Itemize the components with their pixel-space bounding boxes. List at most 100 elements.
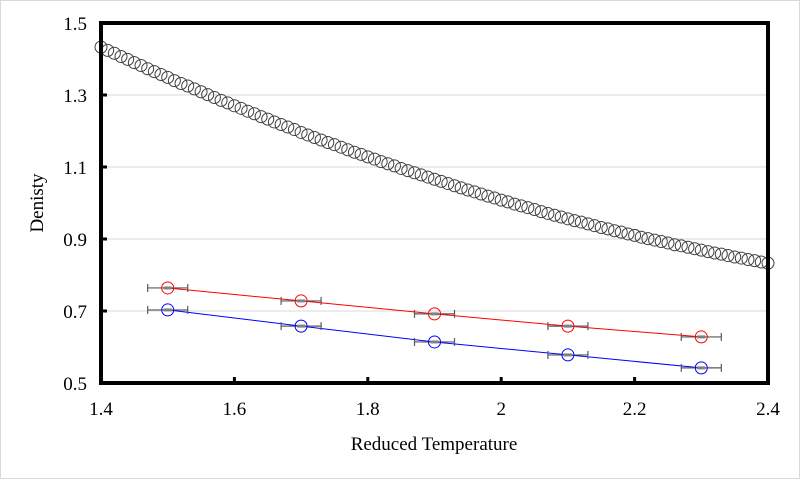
data-point (141, 62, 155, 76)
data-point (341, 143, 355, 157)
data-point (281, 120, 295, 134)
data-point (201, 88, 215, 102)
data-point (428, 172, 441, 186)
data-point (668, 238, 682, 252)
error-bar-center (563, 324, 572, 328)
data-point (734, 251, 748, 265)
blue-series (147, 303, 722, 375)
data-point (414, 168, 428, 182)
error-bar-center (297, 299, 306, 303)
data-point (621, 227, 635, 241)
data-point (608, 224, 622, 238)
data-point (294, 125, 308, 139)
data-point (521, 201, 535, 215)
data-point (728, 250, 742, 264)
data-point (434, 174, 448, 188)
data-point (207, 91, 221, 105)
data-point (741, 253, 755, 267)
error-bar-center (430, 340, 439, 344)
data-point (468, 185, 482, 199)
error-bar-center (563, 353, 572, 357)
data-point (254, 110, 268, 124)
data-point (674, 239, 688, 253)
data-point (194, 85, 208, 99)
data-point (161, 281, 175, 295)
data-point (214, 93, 228, 107)
data-point (681, 240, 695, 254)
y-tick-label: 0.7 (63, 302, 87, 323)
data-point (174, 76, 188, 90)
data-point (241, 104, 255, 118)
data-point (387, 159, 401, 173)
data-point (561, 212, 575, 226)
data-point (648, 233, 662, 247)
x-axis-label: Reduced Temperature (351, 434, 518, 455)
data-point (501, 195, 515, 209)
error-bar-center (697, 335, 706, 339)
error-bar-center (163, 308, 172, 312)
data-point (294, 319, 308, 333)
data-point (561, 319, 575, 333)
data-point (101, 43, 115, 57)
y-tick-label: 0.9 (63, 230, 87, 251)
data-point (721, 249, 735, 263)
data-point (347, 145, 361, 159)
data-point (548, 208, 562, 222)
data-point (461, 183, 475, 197)
data-point (161, 303, 175, 317)
axis-ticks (99, 21, 770, 385)
data-point (234, 101, 248, 115)
x-tick-label: 2 (496, 399, 506, 420)
data-point (314, 133, 328, 147)
data-point (588, 219, 602, 233)
data-point (581, 217, 595, 231)
data-point (428, 307, 441, 321)
plot-area-border (99, 21, 770, 385)
y-tick-label: 1.1 (63, 158, 87, 179)
data-point (628, 228, 642, 242)
data-point (187, 82, 201, 96)
data-point (334, 140, 348, 154)
data-point (327, 138, 341, 152)
data-point (354, 147, 368, 161)
data-point (541, 206, 555, 220)
data-point (694, 330, 708, 344)
data-point (301, 128, 315, 142)
red-series (147, 281, 722, 344)
y-axis-label: Denisty (27, 173, 48, 233)
data-point (307, 130, 321, 144)
data-point (454, 181, 468, 195)
data-point (114, 49, 128, 63)
data-point (701, 245, 715, 259)
gridlines (101, 94, 768, 312)
data-point (614, 225, 628, 239)
data-point (361, 150, 375, 164)
data-point (594, 220, 608, 234)
data-point (421, 170, 435, 184)
data-point (708, 246, 722, 260)
data-point (748, 254, 762, 268)
data-point (634, 230, 648, 244)
data-point (514, 199, 528, 213)
data-point (221, 96, 235, 110)
error-bar-center (163, 286, 172, 290)
data-point (294, 294, 308, 308)
data-point (374, 155, 388, 169)
data-point (494, 193, 508, 207)
data-point (261, 112, 275, 126)
data-point (554, 210, 568, 224)
error-bar-center (430, 312, 439, 316)
data-point (661, 236, 675, 250)
data-point (694, 361, 708, 375)
data-point (267, 115, 281, 129)
x-tick-label: 1.8 (356, 399, 380, 420)
x-tick-label: 1.4 (89, 399, 113, 420)
error-bar-center (297, 324, 306, 328)
data-point (448, 179, 462, 193)
data-point (154, 67, 168, 81)
x-tick-label: 2.4 (756, 399, 780, 420)
data-point (147, 65, 161, 79)
data-point (274, 118, 288, 132)
data-point (367, 152, 381, 166)
